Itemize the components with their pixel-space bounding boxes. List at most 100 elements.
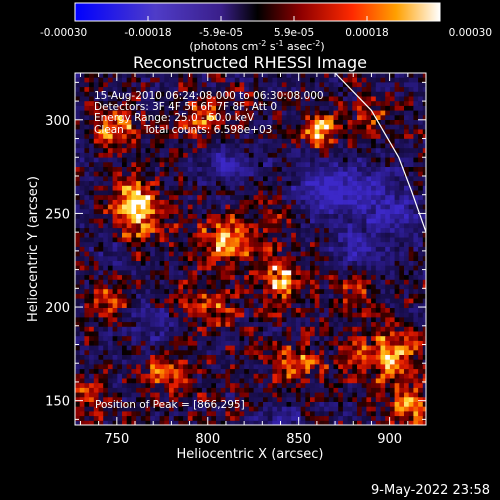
heatmap-pixel xyxy=(89,308,95,314)
heatmap-pixel xyxy=(183,115,189,121)
heatmap-pixel xyxy=(394,340,400,347)
heatmap-pixel xyxy=(305,204,311,210)
heatmap-pixel xyxy=(258,237,264,243)
heatmap-pixel xyxy=(253,190,259,196)
heatmap-pixel xyxy=(272,237,278,243)
heatmap-pixel xyxy=(352,120,358,126)
heatmap-pixel xyxy=(117,96,123,102)
heatmap-pixel xyxy=(89,204,95,210)
heatmap-pixel xyxy=(291,77,297,83)
heatmap-pixel xyxy=(159,326,165,333)
heatmap-pixel xyxy=(107,265,114,271)
heatmap-pixel xyxy=(404,181,410,187)
heatmap-pixel xyxy=(183,214,189,220)
heatmap-pixel xyxy=(319,209,325,215)
heatmap-pixel xyxy=(187,322,194,328)
heatmap-pixel xyxy=(150,129,156,135)
heatmap-pixel xyxy=(145,246,151,253)
heatmap-pixel xyxy=(281,214,288,220)
heatmap-pixel xyxy=(272,340,278,347)
heatmap-pixel xyxy=(192,298,198,304)
heatmap-pixel xyxy=(220,115,226,121)
heatmap-pixel xyxy=(324,218,330,224)
heatmap-pixel xyxy=(230,87,236,93)
heatmap-pixel xyxy=(352,218,358,224)
heatmap-pixel xyxy=(305,261,311,267)
heatmap-pixel xyxy=(338,120,344,126)
heatmap-pixel xyxy=(248,214,255,220)
heatmap-pixel xyxy=(79,218,85,224)
heatmap-pixel xyxy=(333,120,339,126)
heatmap-pixel xyxy=(291,251,297,257)
heatmap-pixel xyxy=(267,378,273,384)
heatmap-pixel xyxy=(117,336,123,342)
heatmap-pixel xyxy=(112,326,118,333)
heatmap-pixel xyxy=(338,77,344,83)
heatmap-pixel xyxy=(286,82,292,88)
heatmap-pixel xyxy=(272,284,278,290)
heatmap-pixel xyxy=(140,331,147,337)
heatmap-pixel xyxy=(300,105,306,112)
heatmap-pixel xyxy=(192,331,198,337)
heatmap-pixel xyxy=(286,73,292,79)
heatmap-pixel xyxy=(258,167,264,173)
heatmap-pixel xyxy=(267,101,273,107)
heatmap-pixel xyxy=(192,293,198,300)
heatmap-pixel xyxy=(187,124,194,130)
heatmap-pixel xyxy=(258,251,264,257)
heatmap-pixel xyxy=(357,82,363,88)
heatmap-pixel xyxy=(140,190,147,196)
heatmap-pixel xyxy=(140,289,147,295)
heatmap-pixel xyxy=(197,209,203,215)
heatmap-pixel xyxy=(394,270,400,276)
heatmap-pixel xyxy=(131,317,137,323)
heatmap-pixel xyxy=(197,101,203,107)
heatmap-pixel xyxy=(211,331,217,337)
heatmap-pixel xyxy=(267,256,273,262)
heatmap-pixel xyxy=(197,317,203,323)
heatmap-pixel xyxy=(366,246,372,253)
heatmap-pixel xyxy=(295,167,302,173)
heatmap-pixel xyxy=(107,77,114,83)
heatmap-pixel xyxy=(394,308,400,314)
heatmap-pixel xyxy=(84,340,90,347)
heatmap-pixel xyxy=(413,261,419,267)
heatmap-pixel xyxy=(234,91,241,98)
heatmap-pixel xyxy=(178,326,184,333)
heatmap-pixel xyxy=(173,284,179,290)
heatmap-pixel xyxy=(126,369,132,375)
heatmap-pixel xyxy=(333,124,339,130)
heatmap-pixel xyxy=(89,364,95,370)
heatmap-pixel xyxy=(291,181,297,187)
heatmap-pixel xyxy=(324,369,330,375)
heatmap-pixel xyxy=(98,232,104,239)
heatmap-pixel xyxy=(399,369,405,375)
heatmap-pixel xyxy=(197,157,203,163)
heatmap-pixel xyxy=(361,105,367,112)
heatmap-pixel xyxy=(399,261,405,267)
heatmap-pixel xyxy=(192,73,198,79)
heatmap-pixel xyxy=(126,167,132,173)
heatmap-pixel xyxy=(206,232,212,239)
heatmap-pixel xyxy=(347,312,353,318)
heatmap-pixel xyxy=(220,143,226,149)
heatmap-pixel xyxy=(347,73,353,79)
heatmap-pixel xyxy=(253,270,259,276)
heatmap-pixel xyxy=(225,218,231,224)
heatmap-pixel xyxy=(267,364,273,370)
heatmap-pixel xyxy=(225,176,231,182)
heatmap-pixel xyxy=(244,96,250,102)
heatmap-pixel xyxy=(277,270,283,276)
heatmap-pixel xyxy=(328,152,335,159)
heatmap-pixel xyxy=(164,101,170,107)
heatmap-pixel xyxy=(272,101,278,107)
heatmap-pixel xyxy=(244,152,250,159)
heatmap-pixel xyxy=(145,190,151,196)
heatmap-pixel xyxy=(206,185,212,192)
heatmap-pixel xyxy=(220,124,226,130)
heatmap-pixel xyxy=(201,284,208,290)
heatmap-pixel xyxy=(389,105,396,112)
heatmap-pixel xyxy=(248,204,255,210)
heatmap-pixel xyxy=(338,87,344,93)
heatmap-pixel xyxy=(352,148,358,154)
